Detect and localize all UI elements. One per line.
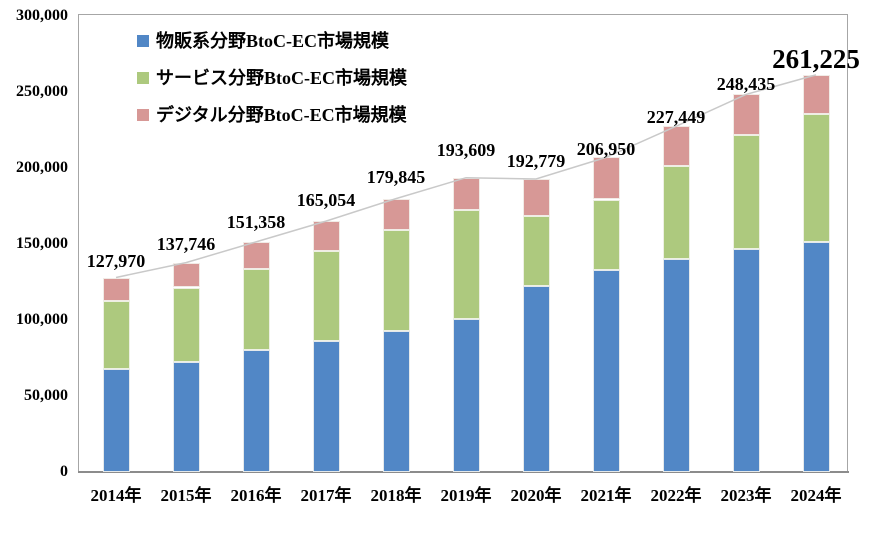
bar-segment-digital-2019 [452, 177, 480, 211]
total-data-label: 151,358 [226, 211, 286, 232]
bar-segment-physical-2023 [732, 248, 760, 472]
total-data-label: 192,779 [506, 151, 566, 171]
x-axis-tick-label: 2023年 [720, 486, 772, 505]
bar-segment-physical-2021 [592, 270, 620, 472]
bar-segment-digital-2015 [172, 262, 200, 288]
x-axis-tick-label: 2019年 [440, 486, 492, 505]
legend-swatch-physical-icon [137, 35, 149, 47]
bar-segment-service-2022 [662, 165, 690, 260]
legend-item-service: サービス分野BtoC-EC市場規模 [137, 67, 407, 89]
bar-segment-service-2021 [592, 199, 620, 271]
bar-segment-digital-2022 [662, 126, 690, 166]
y-axis-tick-label: 0 [60, 463, 68, 480]
x-axis-tick-label: 2016年 [230, 486, 282, 505]
total-data-label: 193,609 [436, 139, 496, 160]
y-axis-tick-label: 250,000 [16, 83, 68, 100]
bar-segment-physical-2022 [662, 259, 690, 472]
bar-segment-digital-2018 [382, 198, 410, 230]
bar-segment-physical-2014 [102, 368, 130, 472]
bar-segment-physical-2015 [172, 362, 200, 472]
bar-segment-digital-2017 [312, 221, 340, 251]
bar-segment-digital-2023 [732, 94, 760, 135]
x-axis-tick-label: 2024年 [790, 486, 842, 505]
bar-segment-service-2017 [312, 250, 340, 342]
bar-segment-physical-2020 [522, 286, 550, 472]
x-axis-tick-label: 2020年 [510, 486, 562, 505]
bar-segment-service-2016 [242, 269, 270, 351]
total-data-label: 165,054 [296, 190, 356, 211]
legend-item-label: サービス分野BtoC-EC市場規模 [156, 68, 407, 88]
bar-segment-digital-2014 [102, 277, 130, 301]
total-data-label: 206,950 [576, 139, 636, 160]
bar-segment-physical-2017 [312, 341, 340, 472]
y-axis-tick-label: 100,000 [16, 311, 68, 328]
legend-swatch-digital-icon [137, 109, 149, 121]
x-axis-tick-label: 2014年 [90, 486, 142, 505]
legend-item-digital: デジタル分野BtoC-EC市場規模 [137, 104, 407, 126]
bar-segment-digital-2016 [242, 241, 270, 269]
bar-segment-physical-2024 [802, 242, 830, 472]
bar-segment-service-2019 [452, 210, 480, 320]
legend-swatch-service-icon [137, 72, 149, 84]
total-data-label: 127,970 [86, 250, 146, 271]
bar-segment-digital-2021 [592, 157, 620, 200]
bar-segment-service-2014 [102, 300, 130, 369]
x-axis-tick-label: 2022年 [650, 486, 702, 505]
x-axis-tick-label: 2021年 [580, 486, 632, 505]
bar-segment-digital-2020 [522, 179, 550, 217]
bar-segment-physical-2018 [382, 330, 410, 472]
x-axis-tick-label: 2017年 [300, 486, 352, 505]
total-data-label: 137,746 [156, 233, 216, 254]
x-axis-tick-label: 2015年 [160, 486, 212, 505]
legend-item-label: デジタル分野BtoC-EC市場規模 [156, 105, 407, 125]
legend-item-physical: 物販系分野BtoC-EC市場規模 [137, 30, 389, 52]
total-data-label: 248,435 [716, 74, 776, 95]
total-data-label: 227,449 [646, 107, 706, 128]
bar-segment-physical-2016 [242, 350, 270, 472]
total-data-label: 261,225 [772, 43, 860, 74]
bar-segment-digital-2024 [802, 74, 830, 115]
bar-segment-physical-2019 [452, 319, 480, 472]
bar-segment-service-2024 [802, 114, 830, 243]
y-axis-tick-label: 150,000 [16, 235, 68, 252]
bar-segment-service-2020 [522, 216, 550, 287]
x-axis-line [78, 471, 849, 473]
bar-segment-service-2015 [172, 287, 200, 362]
bar-segment-service-2018 [382, 229, 410, 331]
x-axis-tick-label: 2018年 [370, 486, 422, 505]
y-axis-tick-label: 300,000 [16, 7, 68, 24]
total-data-label: 179,845 [366, 166, 426, 187]
y-axis-tick-label: 50,000 [24, 387, 68, 404]
bar-segment-service-2023 [732, 134, 760, 249]
y-axis-tick-label: 200,000 [16, 159, 68, 176]
legend-item-label: 物販系分野BtoC-EC市場規模 [156, 31, 389, 51]
